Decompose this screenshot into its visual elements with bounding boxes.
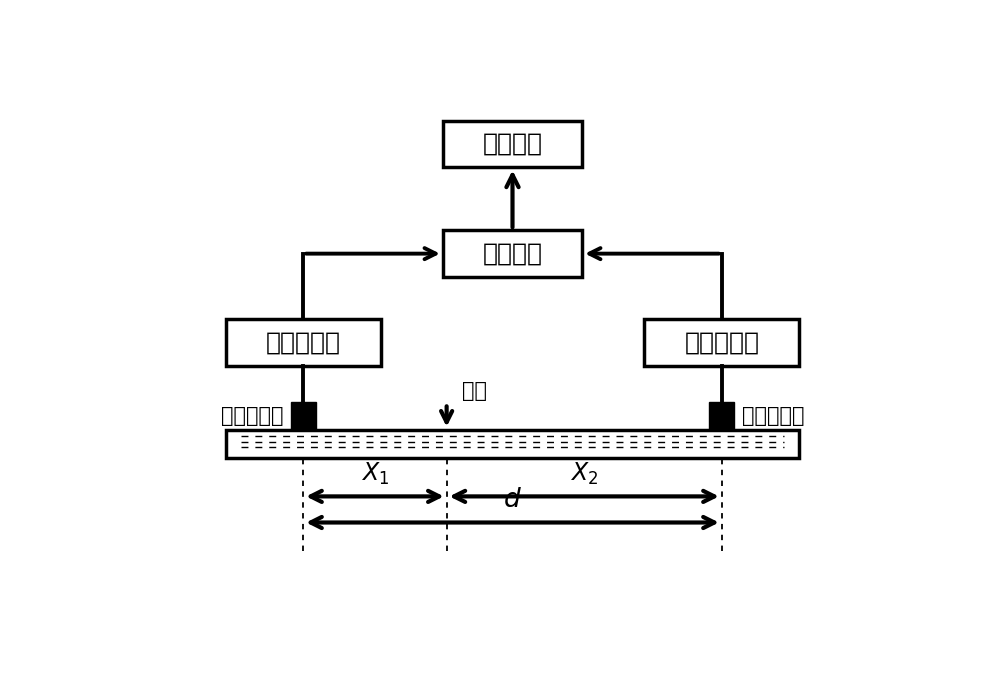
Text: 漏点定位: 漏点定位 xyxy=(482,132,542,156)
Bar xyxy=(226,319,381,366)
Text: $X_1$: $X_1$ xyxy=(361,461,389,487)
Bar xyxy=(226,430,799,458)
Bar xyxy=(644,319,799,366)
Text: 左拾音探头: 左拾音探头 xyxy=(221,406,283,426)
Bar xyxy=(709,403,734,430)
Text: $X_2$: $X_2$ xyxy=(570,461,598,487)
Text: 灵敏度校准: 灵敏度校准 xyxy=(684,330,759,355)
Text: $d$: $d$ xyxy=(503,487,522,513)
Bar xyxy=(443,230,582,277)
Text: 右拾音探头: 右拾音探头 xyxy=(742,406,804,426)
Text: 幅度比较: 幅度比较 xyxy=(482,241,542,266)
Bar xyxy=(443,121,582,167)
Bar xyxy=(291,403,316,430)
Text: 漏点: 漏点 xyxy=(462,381,487,401)
Text: 灵敏度校准: 灵敏度校准 xyxy=(266,330,341,355)
